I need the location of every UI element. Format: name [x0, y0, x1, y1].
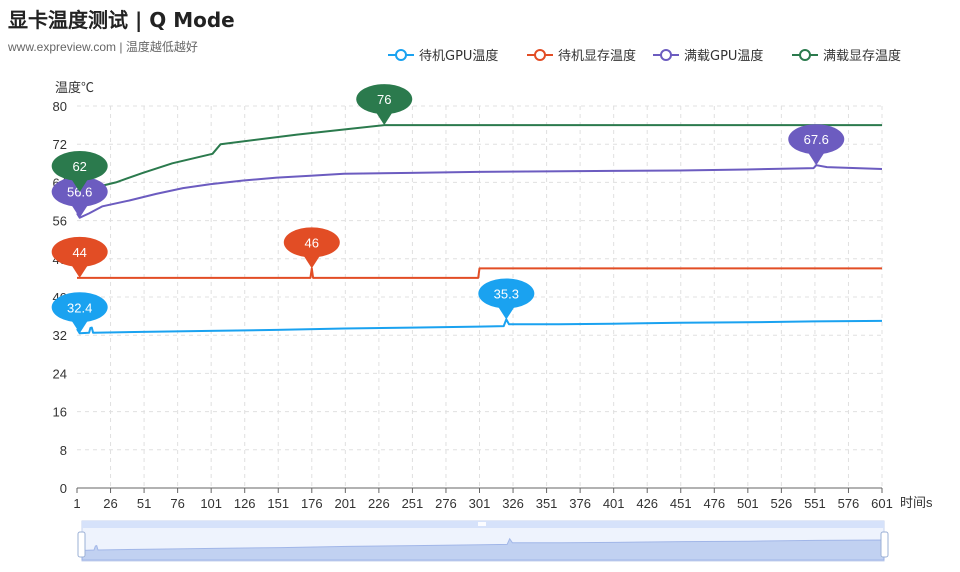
marker-pin: 67.6 — [788, 124, 845, 166]
x-tick-label: 401 — [603, 496, 625, 511]
marker-tail — [70, 177, 89, 192]
series-line-3 — [76, 164, 883, 219]
x-tick-label: 476 — [703, 496, 725, 511]
zoom-handle-right[interactable] — [880, 531, 889, 558]
y-tick-label: 8 — [60, 443, 67, 458]
legend[interactable]: 待机GPU温度 待机显存温度 满载GPU温度 满载显存温度 — [388, 48, 901, 64]
y-tick-label: 32 — [53, 328, 67, 343]
x-tick-label: 76 — [170, 496, 184, 511]
y-tick-label: 56 — [53, 214, 67, 229]
series-lines — [76, 124, 883, 335]
x-tick-label: 151 — [267, 496, 289, 511]
x-tick-label: 326 — [502, 496, 524, 511]
x-tick-label: 126 — [234, 496, 256, 511]
x-tick-label: 51 — [137, 496, 151, 511]
y-tick-label: 80 — [53, 99, 67, 114]
x-tick-label: 551 — [804, 496, 826, 511]
legend-item-2[interactable]: 待机显存温度 — [527, 48, 636, 64]
legend-label: 待机GPU温度 — [419, 48, 498, 64]
zoom-handle-left[interactable] — [77, 531, 86, 558]
marker-bubble — [356, 84, 413, 115]
x-tick-label: 351 — [536, 496, 558, 511]
legend-symbol — [799, 49, 811, 61]
marker-pin: 62 — [51, 150, 108, 192]
x-tick-label: 176 — [301, 496, 323, 511]
marker-label: 62 — [72, 159, 86, 174]
series-line-4 — [76, 124, 882, 193]
marker-pin: 44 — [51, 236, 108, 278]
legend-label: 待机显存温度 — [558, 48, 636, 64]
zoom-slider[interactable] — [77, 520, 889, 562]
x-tick-label: 376 — [569, 496, 591, 511]
x-tick-label: 201 — [334, 496, 356, 511]
marker-tail — [70, 203, 89, 218]
x-axis-label: 时间s — [900, 495, 933, 510]
x-tick-label: 226 — [368, 496, 390, 511]
series-line-2 — [77, 267, 882, 279]
legend-symbol — [534, 49, 546, 61]
y-tick-label: 24 — [53, 366, 67, 381]
marker-tail — [70, 263, 89, 278]
marker-label: 67.6 — [804, 132, 829, 147]
marker-bubble — [51, 236, 108, 267]
marker-label: 35.3 — [494, 286, 519, 301]
legend-item-1[interactable]: 待机GPU温度 — [388, 48, 498, 64]
marker-bubble — [478, 278, 535, 309]
marker-tail — [70, 319, 89, 334]
x-tick-label: 426 — [636, 496, 658, 511]
marker-tail — [302, 254, 321, 269]
x-tick-label: 526 — [771, 496, 793, 511]
marker-pin: 76 — [356, 84, 413, 126]
x-tick-label: 26 — [103, 496, 117, 511]
marker-tail — [375, 111, 394, 126]
legend-label: 满载显存温度 — [823, 48, 901, 64]
x-tick-label: 101 — [200, 496, 222, 511]
marker-label: 76 — [377, 92, 391, 107]
chart-subtitle: www.expreview.com | 温度越低越好 — [8, 40, 198, 54]
marker-bubble — [51, 150, 108, 181]
legend-item-3[interactable]: 满载GPU温度 — [653, 48, 763, 64]
marker-label: 44 — [72, 245, 86, 260]
marker-pin: 46 — [283, 227, 340, 269]
x-tick-label: 276 — [435, 496, 457, 511]
x-tick-label: 601 — [871, 496, 893, 511]
marker-bubble — [51, 292, 108, 323]
series-line-1 — [76, 318, 883, 335]
legend-label: 满载GPU温度 — [684, 48, 763, 64]
legend-item-4[interactable]: 满载显存温度 — [792, 48, 901, 64]
chart-title: 显卡温度测试 | Q Mode — [8, 8, 235, 32]
x-tick-label: 576 — [838, 496, 860, 511]
y-tick-label: 16 — [53, 405, 67, 420]
legend-symbol — [395, 49, 407, 61]
legend-symbol — [660, 49, 672, 61]
marker-bubble — [283, 227, 340, 258]
x-tick-label: 1 — [73, 496, 80, 511]
x-tick-label: 251 — [402, 496, 424, 511]
x-tick-label: 301 — [469, 496, 491, 511]
y-axis-label: 温度℃ — [55, 80, 94, 95]
zoom-preview-area — [81, 537, 885, 561]
marker-bubble — [788, 124, 845, 155]
marker-pin: 35.3 — [478, 278, 535, 320]
marker-label: 56.6 — [67, 185, 92, 200]
zoom-drag-grip[interactable] — [478, 522, 486, 526]
marker-tail — [497, 305, 516, 320]
x-tick-label: 451 — [670, 496, 692, 511]
marker-tail — [807, 151, 826, 166]
marker-label: 46 — [305, 235, 319, 250]
x-tick-label: 501 — [737, 496, 759, 511]
value-markers: 32.4 35.3 44 46 56.6 67.6 62 76 — [51, 84, 845, 334]
y-tick-label: 0 — [60, 481, 67, 496]
marker-label: 32.4 — [67, 300, 92, 315]
y-tick-label: 72 — [53, 137, 67, 152]
marker-pin: 32.4 — [51, 292, 108, 334]
